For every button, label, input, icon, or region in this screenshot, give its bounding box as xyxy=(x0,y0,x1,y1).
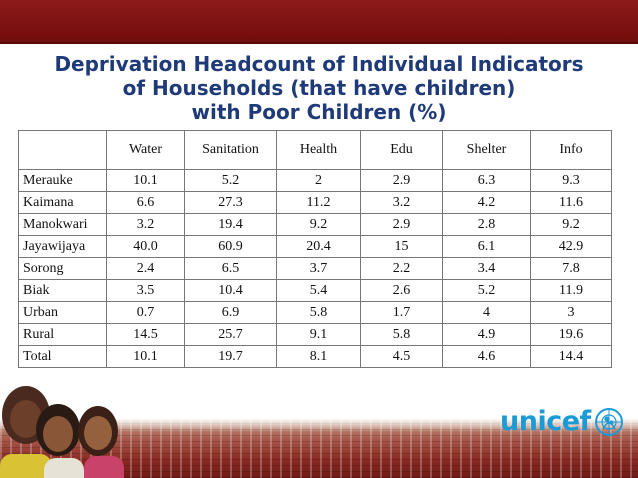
value-cell: 5.4 xyxy=(276,279,361,302)
value-cell: 19.4 xyxy=(184,213,277,236)
value-cell: 9.2 xyxy=(530,213,612,236)
table-row: Sorong 2.4 6.5 3.7 2.2 3.4 7.8 xyxy=(18,257,612,280)
value-cell: 7.8 xyxy=(530,257,612,280)
value-cell: 6.3 xyxy=(442,169,531,192)
value-cell: 5.8 xyxy=(360,323,443,346)
region-cell: Rural xyxy=(18,323,107,346)
unicef-emblem-icon xyxy=(594,408,623,436)
value-cell: 42.9 xyxy=(530,235,612,258)
slide-title: Deprivation Headcount of Individual Indi… xyxy=(30,52,608,124)
table-row: Jayawijaya 40.0 60.9 20.4 15 6.1 42.9 xyxy=(18,235,612,258)
region-cell: Biak xyxy=(18,279,107,302)
value-cell: 19.7 xyxy=(184,345,277,368)
value-cell: 14.4 xyxy=(530,345,612,368)
value-cell: 3.2 xyxy=(360,191,443,214)
region-cell: Sorong xyxy=(18,257,107,280)
region-cell: Urban xyxy=(18,301,107,324)
header-cell-health: Health xyxy=(276,130,361,170)
header-cell-shelter: Shelter xyxy=(442,130,531,170)
value-cell: 3.7 xyxy=(276,257,361,280)
value-cell: 27.3 xyxy=(184,191,277,214)
table-body: Merauke 10.1 5.2 2 2.9 6.3 9.3 Kaimana 6.6 27.3 11… xyxy=(18,169,612,368)
table-row: Total 10.1 19.7 8.1 4.5 4.6 14.4 xyxy=(18,345,612,368)
table-row: Kaimana 6.6 27.3 11.2 3.2 4.2 11.6 xyxy=(18,191,612,214)
value-cell: 40.0 xyxy=(106,235,185,258)
value-cell: 2.9 xyxy=(360,169,443,192)
slide-title-line-2: of Households (that have children) xyxy=(122,76,516,100)
region-cell: Manokwari xyxy=(18,213,107,236)
value-cell: 5.2 xyxy=(184,169,277,192)
value-cell: 6.6 xyxy=(106,191,185,214)
value-cell: 2 xyxy=(276,169,361,192)
value-cell: 2.6 xyxy=(360,279,443,302)
value-cell: 8.1 xyxy=(276,345,361,368)
header-cell-edu: Edu xyxy=(360,130,443,170)
value-cell: 5.8 xyxy=(276,301,361,324)
value-cell: 19.6 xyxy=(530,323,612,346)
value-cell: 11.9 xyxy=(530,279,612,302)
header-cell-sanitation: Sanitation xyxy=(184,130,277,170)
children-photo xyxy=(0,380,125,478)
table-row: Rural 14.5 25.7 9.1 5.8 4.9 19.6 xyxy=(18,323,612,346)
header-cell-region xyxy=(18,130,107,170)
value-cell: 2.4 xyxy=(106,257,185,280)
value-cell: 15 xyxy=(360,235,443,258)
value-cell: 6.1 xyxy=(442,235,531,258)
value-cell: 4.9 xyxy=(442,323,531,346)
value-cell: 20.4 xyxy=(276,235,361,258)
value-cell: 3.5 xyxy=(106,279,185,302)
table-row: Biak 3.5 10.4 5.4 2.6 5.2 11.9 xyxy=(18,279,612,302)
table-header-row: Water Sanitation Health Edu Shelter Info xyxy=(18,130,612,170)
slide-title-line-3: with Poor Children (%) xyxy=(191,100,447,124)
value-cell: 6.9 xyxy=(184,301,277,324)
table-row: Merauke 10.1 5.2 2 2.9 6.3 9.3 xyxy=(18,169,612,192)
value-cell: 10.1 xyxy=(106,345,185,368)
unicef-logo: unicef xyxy=(500,404,624,440)
value-cell: 25.7 xyxy=(184,323,277,346)
value-cell: 60.9 xyxy=(184,235,277,258)
value-cell: 10.4 xyxy=(184,279,277,302)
value-cell: 5.2 xyxy=(442,279,531,302)
header-cell-info: Info xyxy=(530,130,612,170)
region-cell: Kaimana xyxy=(18,191,107,214)
value-cell: 11.6 xyxy=(530,191,612,214)
value-cell: 0.7 xyxy=(106,301,185,324)
table-row: Manokwari 3.2 19.4 9.2 2.9 2.8 9.2 xyxy=(18,213,612,236)
value-cell: 3.4 xyxy=(442,257,531,280)
header-cell-water: Water xyxy=(106,130,185,170)
value-cell: 9.2 xyxy=(276,213,361,236)
value-cell: 9.1 xyxy=(276,323,361,346)
deprivation-table: Water Sanitation Health Edu Shelter Info… xyxy=(18,130,612,368)
value-cell: 4.2 xyxy=(442,191,531,214)
value-cell: 2.2 xyxy=(360,257,443,280)
value-cell: 14.5 xyxy=(106,323,185,346)
region-cell: Jayawijaya xyxy=(18,235,107,258)
region-cell: Merauke xyxy=(18,169,107,192)
value-cell: 4 xyxy=(442,301,531,324)
value-cell: 2.9 xyxy=(360,213,443,236)
value-cell: 3.2 xyxy=(106,213,185,236)
header-band xyxy=(0,0,638,44)
value-cell: 4.6 xyxy=(442,345,531,368)
value-cell: 6.5 xyxy=(184,257,277,280)
table-row: Urban 0.7 6.9 5.8 1.7 4 3 xyxy=(18,301,612,324)
value-cell: 1.7 xyxy=(360,301,443,324)
value-cell: 11.2 xyxy=(276,191,361,214)
value-cell: 3 xyxy=(530,301,612,324)
slide-title-line-1: Deprivation Headcount of Individual Indi… xyxy=(54,52,584,76)
value-cell: 10.1 xyxy=(106,169,185,192)
region-cell: Total xyxy=(18,345,107,368)
value-cell: 9.3 xyxy=(530,169,612,192)
value-cell: 2.8 xyxy=(442,213,531,236)
value-cell: 4.5 xyxy=(360,345,443,368)
unicef-logo-text: unicef xyxy=(500,406,591,437)
